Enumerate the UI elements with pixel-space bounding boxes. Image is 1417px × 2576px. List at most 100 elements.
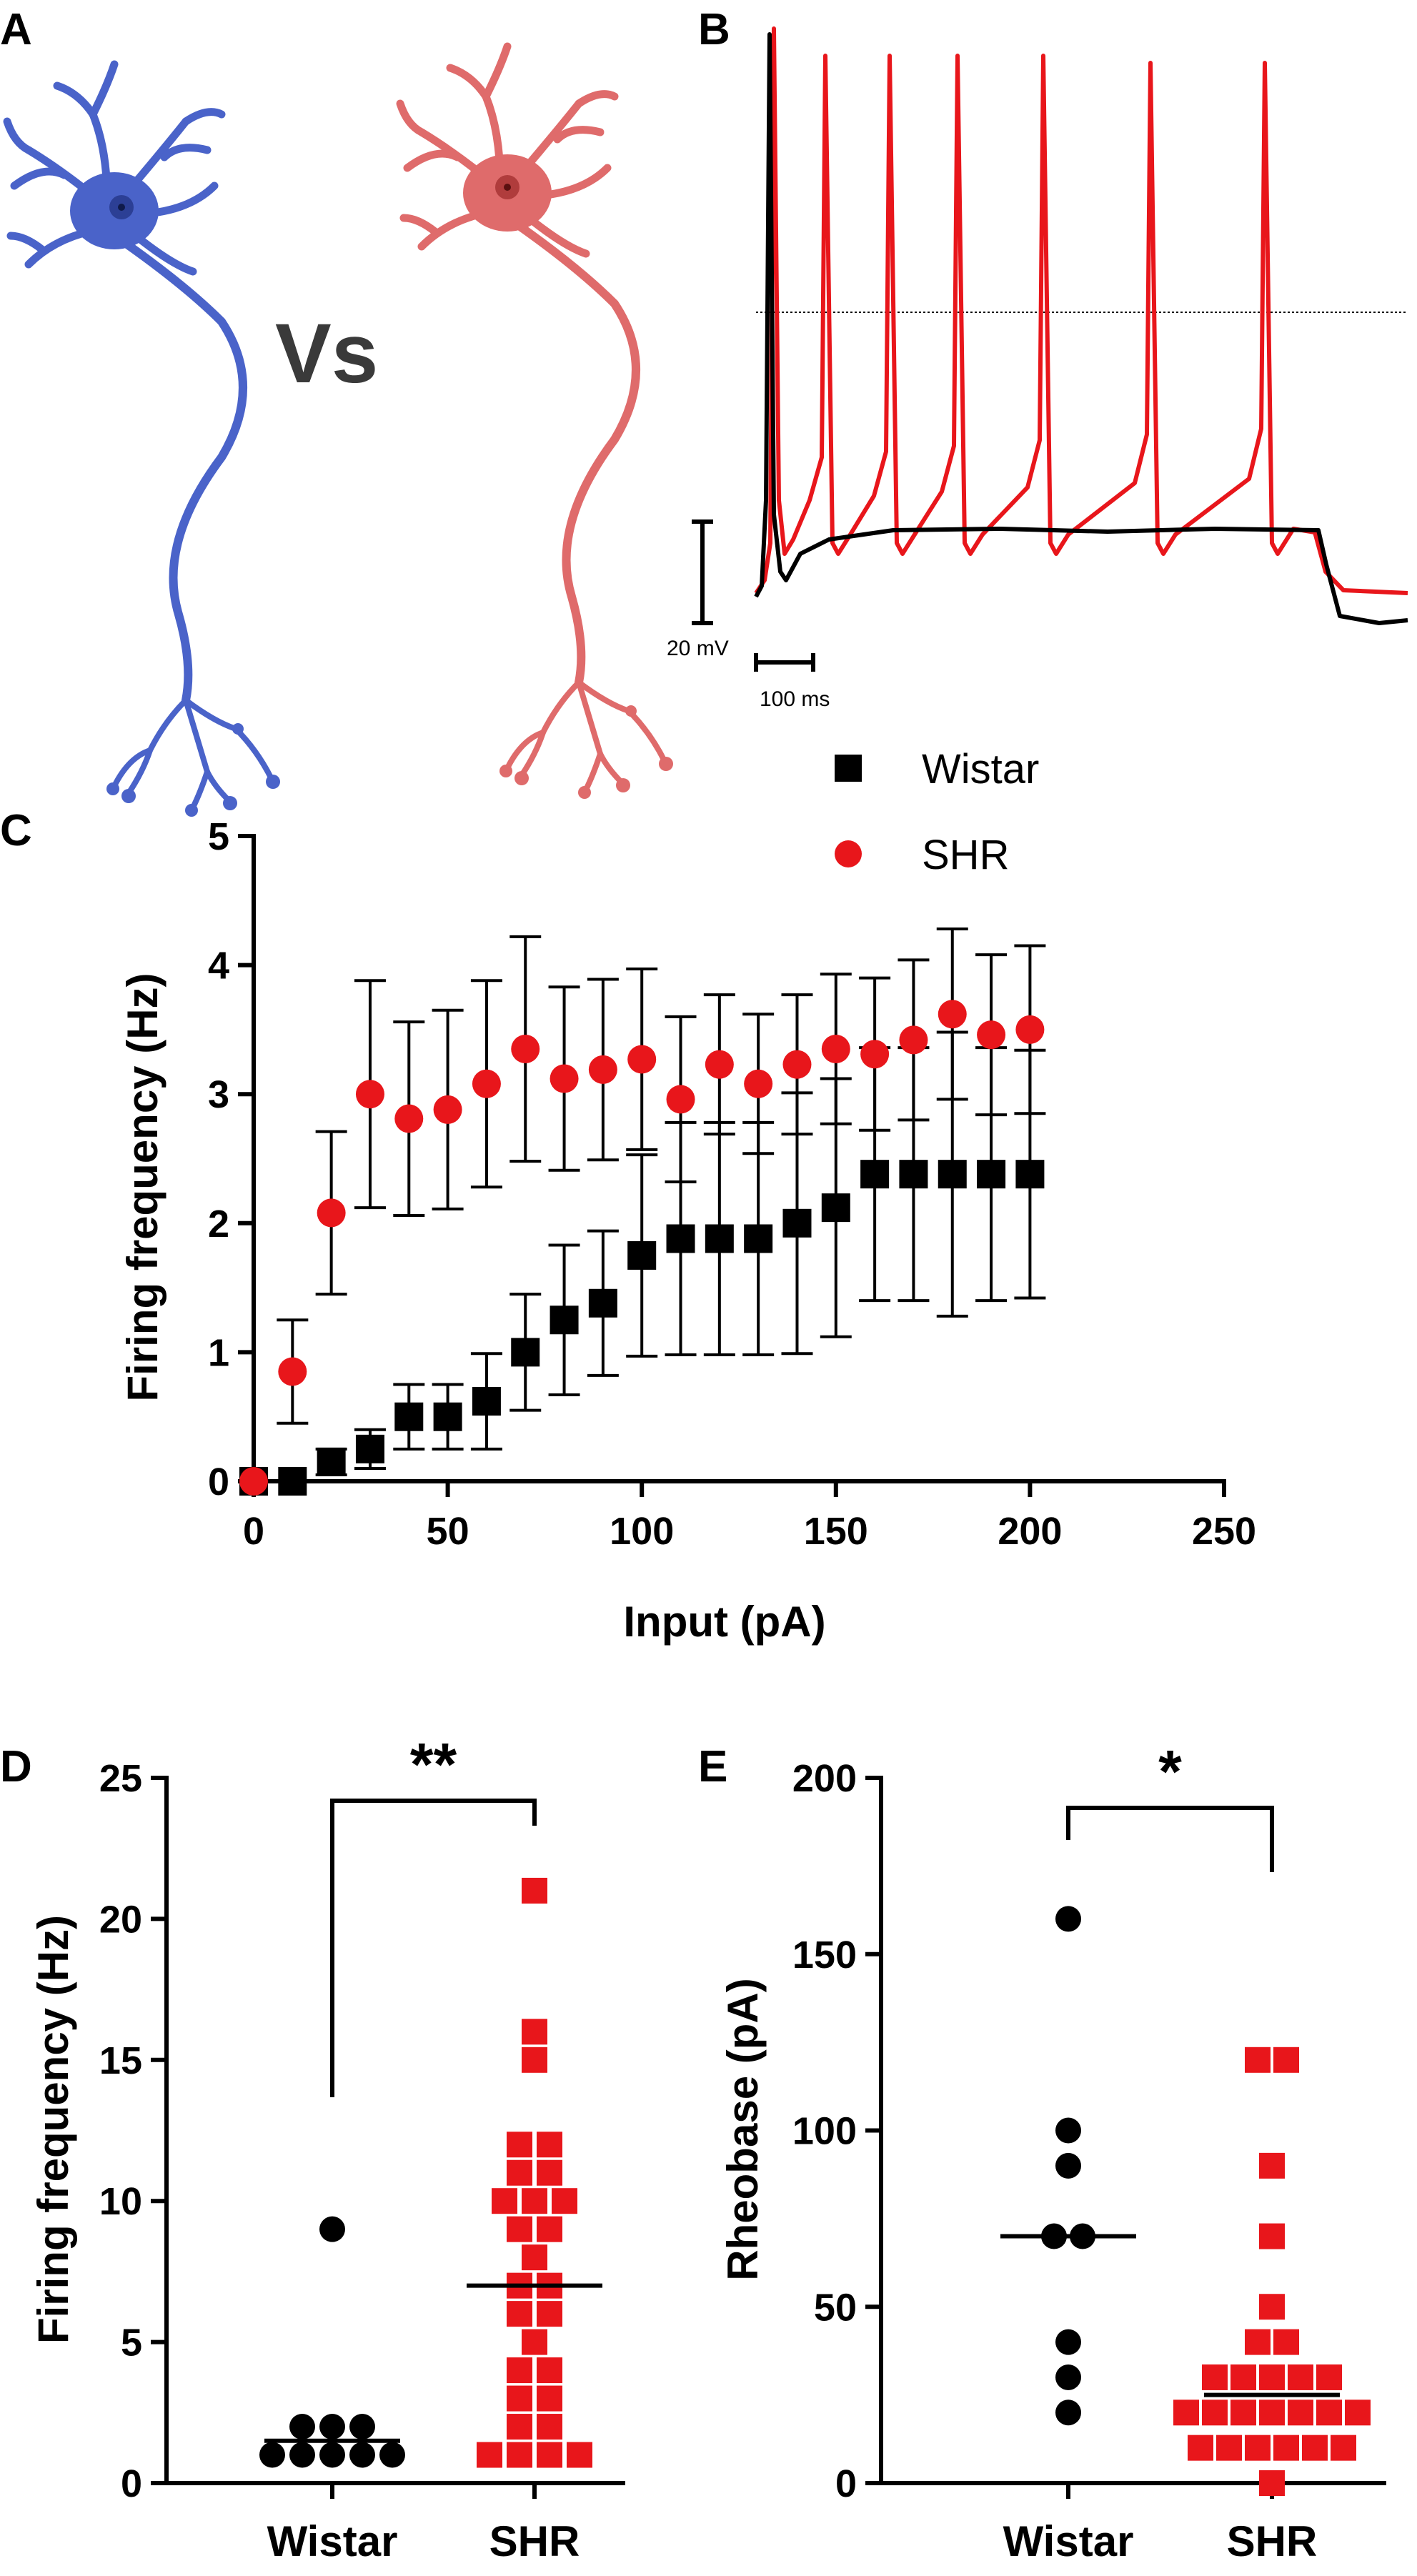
legend-label-wistar: Wistar xyxy=(922,746,1039,792)
data-point-shr xyxy=(1173,2400,1199,2426)
y-tick-label: 10 xyxy=(99,2180,142,2223)
data-point-wistar xyxy=(899,1160,928,1189)
data-point-shr xyxy=(472,1069,501,1098)
y-tick-label: 150 xyxy=(792,1934,857,1976)
trace-shr xyxy=(754,26,1408,595)
data-point-wistar xyxy=(289,2442,315,2468)
data-point-wistar xyxy=(319,2216,345,2242)
y-tick-label: 4 xyxy=(208,945,229,988)
data-point-shr xyxy=(1288,2364,1313,2390)
data-point-shr xyxy=(899,1025,928,1055)
data-point-wistar xyxy=(1055,1906,1081,1932)
data-point-shr xyxy=(1331,2435,1356,2461)
data-point-shr xyxy=(1188,2435,1213,2461)
data-point-shr xyxy=(317,1198,346,1228)
panel-label-b: B xyxy=(698,5,730,54)
terminal-boutons xyxy=(499,705,673,799)
x-axis-label: Input (pA) xyxy=(623,1598,825,1646)
neuron-wistar-illustration xyxy=(3,60,280,817)
data-point-shr xyxy=(1245,2329,1271,2355)
y-tick-label: 5 xyxy=(208,815,229,858)
y-tick-label: 2 xyxy=(208,1203,229,1245)
voltage-scale-bar xyxy=(692,519,713,625)
trace-wistar xyxy=(754,32,1408,625)
data-point-shr xyxy=(1230,2364,1256,2390)
data-point-shr xyxy=(537,2159,562,2186)
category-label: Wistar xyxy=(1003,2517,1134,2565)
time-scale-bar xyxy=(754,653,815,672)
x-tick-label: 250 xyxy=(1192,1510,1256,1553)
significance-bracket xyxy=(1066,1806,1274,1872)
vs-label: Vs xyxy=(275,307,378,401)
data-point-wistar xyxy=(379,2442,405,2468)
y-axis-label: Rheobase (pA) xyxy=(719,1978,767,2280)
data-point-shr xyxy=(1202,2400,1228,2426)
data-point-wistar xyxy=(1055,2329,1081,2355)
data-point-shr xyxy=(507,2301,532,2327)
data-point-wistar xyxy=(744,1224,773,1253)
data-point-shr xyxy=(1259,2152,1285,2179)
data-point-shr xyxy=(1245,2435,1271,2461)
data-point-wistar xyxy=(782,1208,812,1238)
data-point-shr xyxy=(278,1357,307,1386)
data-point-shr xyxy=(1316,2364,1342,2390)
x-tick-label: 100 xyxy=(610,1510,674,1553)
axon-terminals xyxy=(111,697,274,810)
data-point-shr xyxy=(537,2414,562,2440)
y-tick-label: 3 xyxy=(208,1073,229,1116)
data-point-shr xyxy=(1345,2400,1371,2426)
axon xyxy=(514,221,640,687)
data-point-shr xyxy=(666,1085,695,1114)
data-point-shr xyxy=(1216,2435,1242,2461)
data-point-wistar xyxy=(394,1402,424,1431)
y-axis-label: Firing frequency (Hz) xyxy=(29,1915,77,2344)
data-point-shr xyxy=(537,2385,562,2412)
data-point-shr xyxy=(537,2301,562,2327)
data-point-shr xyxy=(355,1080,384,1109)
data-point-shr xyxy=(537,2442,562,2468)
y-tick-label: 0 xyxy=(835,2462,857,2505)
y-tick-label: 200 xyxy=(792,1757,857,1800)
data-point-shr xyxy=(977,1020,1006,1050)
significance-marker: ** xyxy=(410,1731,457,1798)
panel-b-traces: 20 mV 100 ms xyxy=(667,26,1408,711)
data-point-wistar xyxy=(319,2414,345,2440)
data-point-wistar xyxy=(259,2442,285,2468)
significance-marker: * xyxy=(1158,1738,1182,1805)
data-point-shr xyxy=(1259,2400,1285,2426)
data-point-shr xyxy=(477,2442,502,2468)
data-point-shr xyxy=(938,1000,967,1029)
data-point-wistar xyxy=(1055,2364,1081,2390)
data-point-wistar xyxy=(278,1467,307,1496)
y-tick-label: 1 xyxy=(208,1331,229,1374)
legend-label-shr: SHR xyxy=(922,832,1009,878)
x-tick-label: 50 xyxy=(427,1510,469,1553)
y-axis-label: Firing frequency (Hz) xyxy=(119,973,166,1401)
voltage-scale-label: 20 mV xyxy=(667,637,729,660)
data-point-shr xyxy=(1316,2400,1342,2426)
data-point-wistar xyxy=(349,2442,375,2468)
data-point-shr xyxy=(522,2047,547,2073)
time-scale-label: 100 ms xyxy=(760,687,830,711)
data-point-shr xyxy=(522,2329,547,2355)
data-point-shr xyxy=(1302,2435,1328,2461)
category-label: SHR xyxy=(489,2517,580,2565)
neuron-shr-illustration xyxy=(396,42,673,799)
data-point-shr xyxy=(567,2442,592,2468)
data-point-shr xyxy=(537,2216,562,2242)
data-point-shr xyxy=(522,2188,547,2214)
data-point-wistar xyxy=(1055,2152,1081,2179)
data-point-shr xyxy=(1259,2294,1285,2320)
x-tick-label: 0 xyxy=(243,1510,264,1553)
data-point-shr xyxy=(507,2216,532,2242)
chart-e: 0 50 100 150 200 Wistar SHR Rheobase (pA) * xyxy=(719,1738,1386,2565)
y-tick-label: 100 xyxy=(792,2110,857,2153)
data-point-wistar xyxy=(1055,2400,1081,2426)
data-point-shr xyxy=(507,2385,532,2412)
data-point-shr xyxy=(507,2159,532,2186)
data-point-shr xyxy=(744,1069,773,1098)
data-point-wistar xyxy=(588,1288,617,1318)
data-point-shr xyxy=(239,1467,268,1496)
chart-d: 0 5 10 15 20 25 Wistar SHR Firing frequency (Hz)… xyxy=(29,1731,625,2565)
